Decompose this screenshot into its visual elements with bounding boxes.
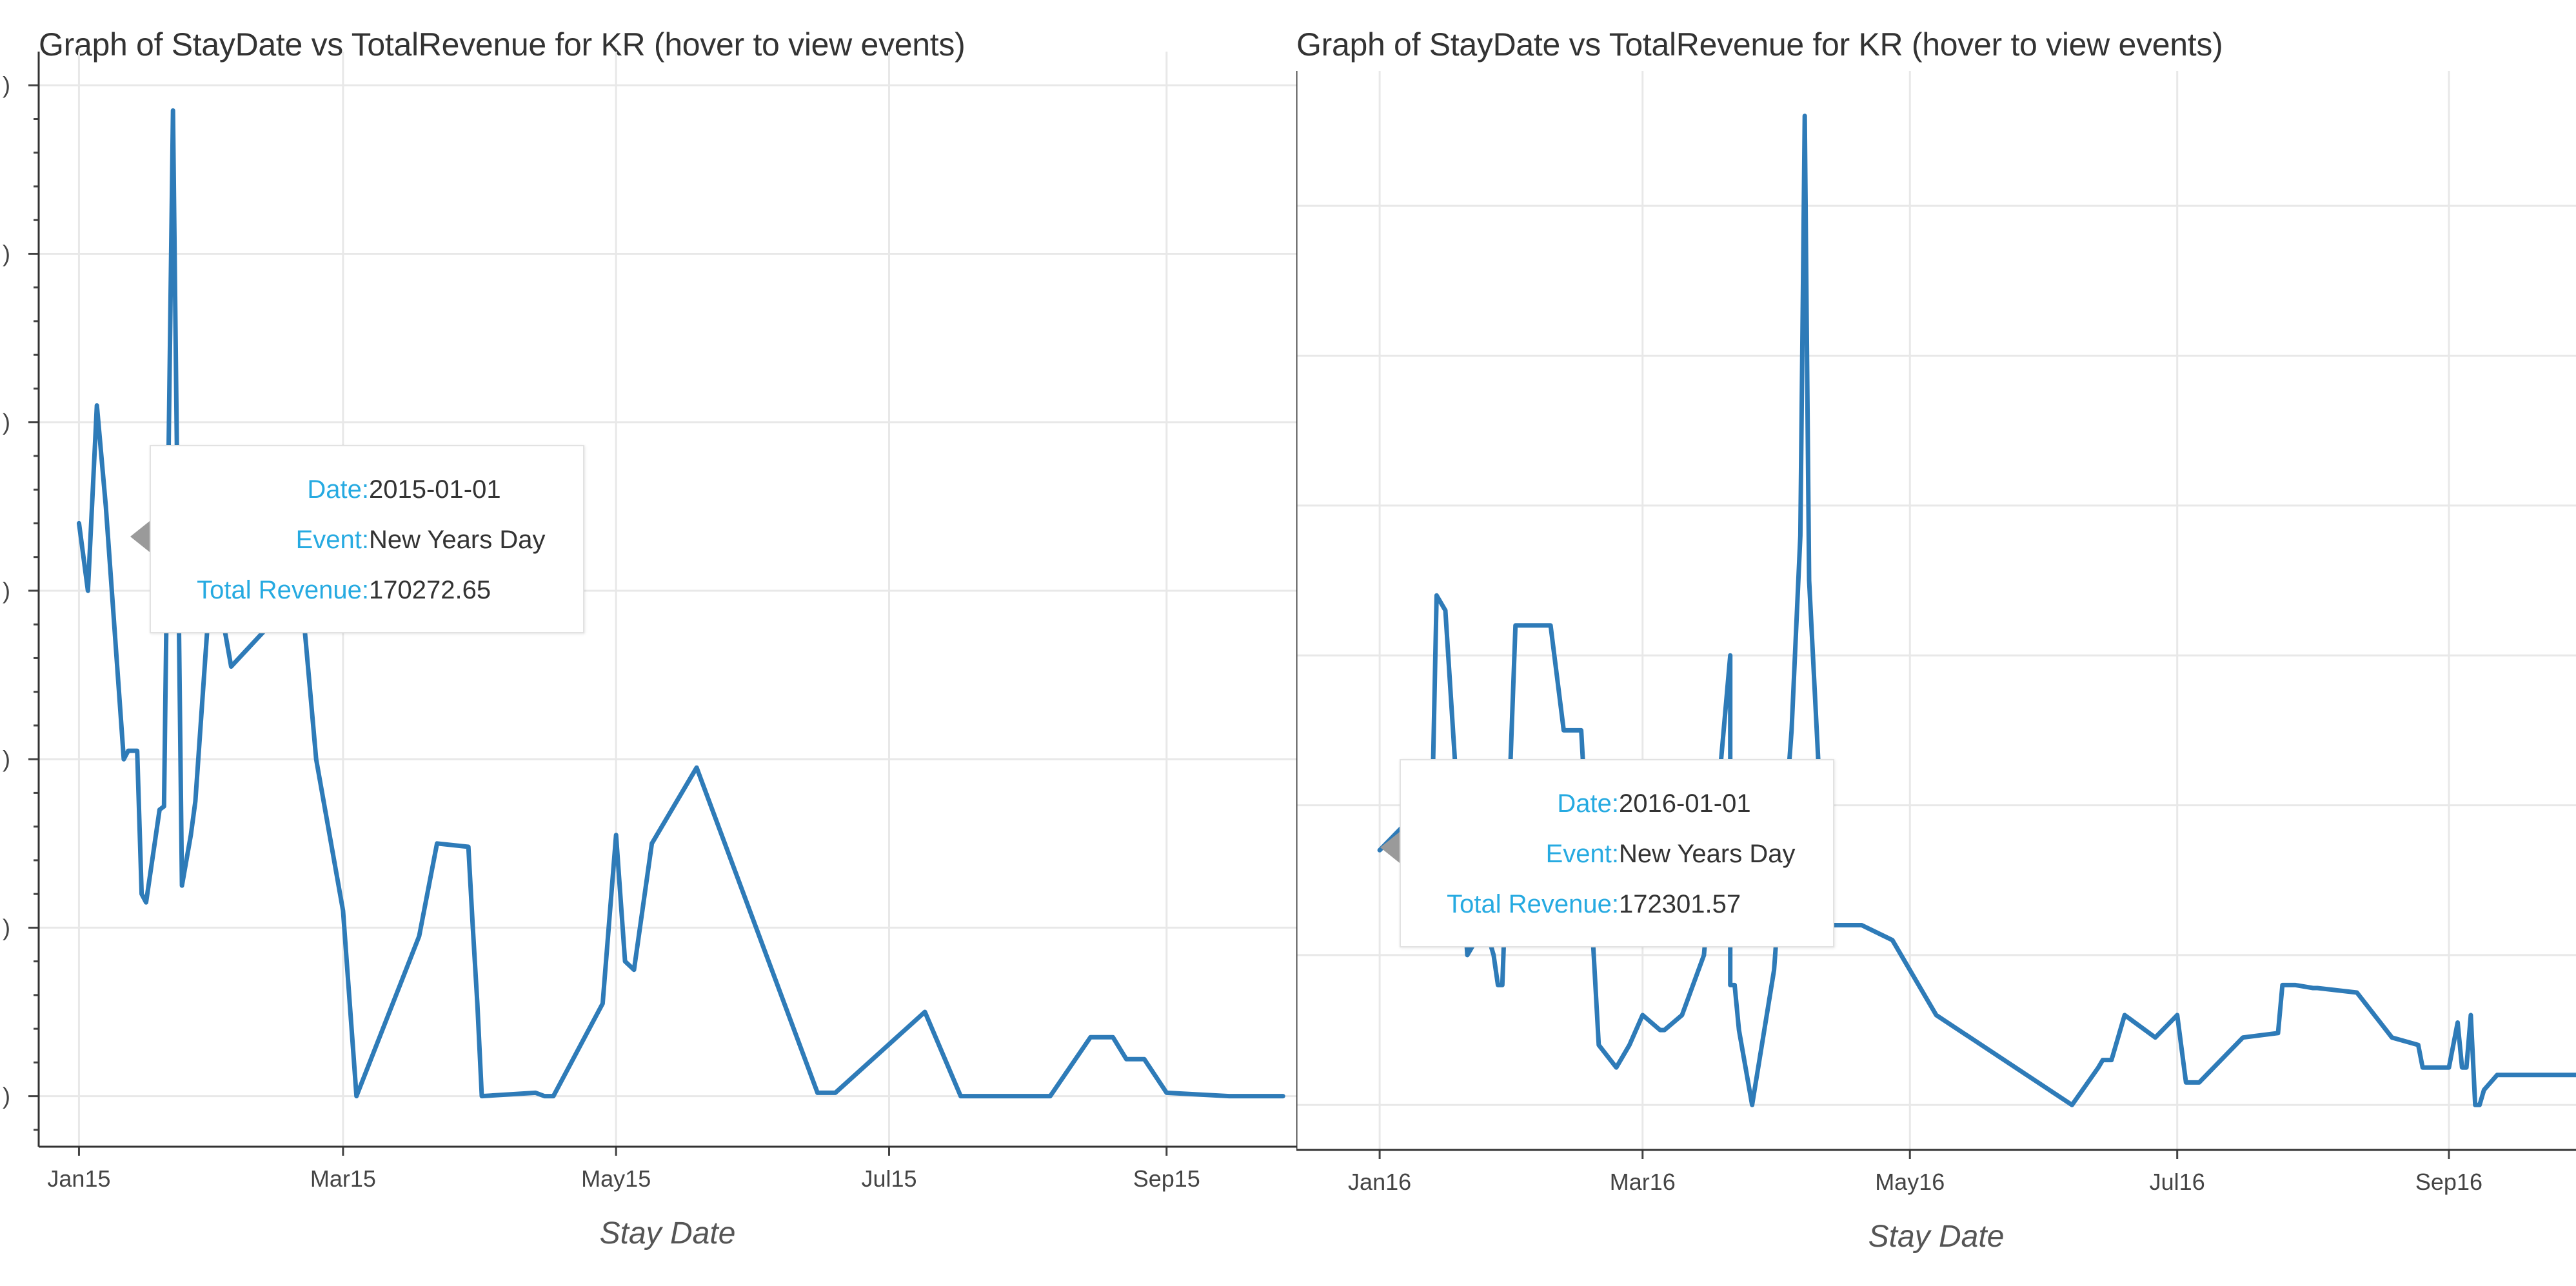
x-tick-label: Jan15 xyxy=(47,1165,110,1192)
x-tick-label: Sep15 xyxy=(1133,1165,1200,1192)
x-tick-label: Sep16 xyxy=(2415,1169,2482,1195)
y-tick-label: ) xyxy=(3,409,10,435)
hover-tooltip: Date: 2016-01-01 Event: New Years Day To… xyxy=(1400,759,1834,947)
x-tick-label: Jul16 xyxy=(2150,1169,2205,1195)
tooltip-pointer-icon xyxy=(130,521,150,552)
y-tick-label: ) xyxy=(3,746,10,772)
tooltip-revenue-row: Total Revenue: 172301.57 xyxy=(1419,879,1815,929)
x-tick-label: Mar16 xyxy=(1610,1169,1676,1195)
x-axis-label: Stay Date xyxy=(1868,1220,2005,1254)
tooltip-revenue-label: Total Revenue: xyxy=(197,576,369,604)
hover-tooltip: Date: 2015-01-01 Event: New Years Day To… xyxy=(150,445,584,633)
y-tick-label: ) xyxy=(3,72,10,98)
y-tick-label: ) xyxy=(3,240,10,266)
tooltip-revenue-label: Total Revenue: xyxy=(1447,890,1619,918)
x-tick-label: May15 xyxy=(581,1165,651,1192)
tooltip-date-label: Date: xyxy=(307,475,369,504)
chart-title: Graph of StayDate vs TotalRevenue for KR… xyxy=(39,26,966,63)
line-chart-2016[interactable]: Jan16 Mar16 May16 Jul16 Sep16 Stay Date xyxy=(1296,0,2576,1286)
x-tick-label: Jan16 xyxy=(1348,1169,1411,1195)
tooltip-event-value: New Years Day xyxy=(369,526,546,554)
tooltip-event-value: New Years Day xyxy=(1619,840,1796,868)
chart-panel-2016: Graph of StayDate vs TotalRevenue for KR… xyxy=(1296,0,2576,1286)
tooltip-event-row: Event: New Years Day xyxy=(169,515,565,565)
tooltip-pointer-icon xyxy=(1380,832,1400,863)
tooltip-revenue-value: 172301.57 xyxy=(1619,890,1741,918)
y-tick-label: ) xyxy=(3,577,10,604)
tooltip-date-row: Date: 2016-01-01 xyxy=(1419,778,1815,829)
tooltip-revenue-row: Total Revenue: 170272.65 xyxy=(169,565,565,615)
x-tick-label: Mar15 xyxy=(310,1165,376,1192)
y-tick-label: ) xyxy=(3,1083,10,1109)
tooltip-event-label: Event: xyxy=(1545,840,1619,868)
tooltip-date-label: Date: xyxy=(1557,789,1619,818)
tooltip-date-value: 2016-01-01 xyxy=(1619,789,1751,818)
series-line xyxy=(1377,114,2576,1107)
tooltip-date-row: Date: 2015-01-01 xyxy=(169,464,565,515)
x-tick-label: Jul15 xyxy=(861,1165,916,1192)
tooltip-event-label: Event: xyxy=(295,526,369,554)
line-chart-2015[interactable]: Jan15 Mar15 May15 Jul15 Sep15))))))) Stay Dat… xyxy=(0,0,1296,1286)
tooltip-event-row: Event: New Years Day xyxy=(1419,829,1815,879)
series-line xyxy=(77,108,1285,1099)
chart-title: Graph of StayDate vs TotalRevenue for KR… xyxy=(1296,26,2223,63)
y-tick-label: ) xyxy=(3,914,10,940)
tooltip-date-value: 2015-01-01 xyxy=(369,475,501,504)
x-tick-label: May16 xyxy=(1875,1169,1945,1195)
chart-panel-2015: Graph of StayDate vs TotalRevenue for KR… xyxy=(0,0,1296,1286)
x-axis-label: Stay Date xyxy=(600,1216,736,1251)
tooltip-revenue-value: 170272.65 xyxy=(369,576,491,604)
